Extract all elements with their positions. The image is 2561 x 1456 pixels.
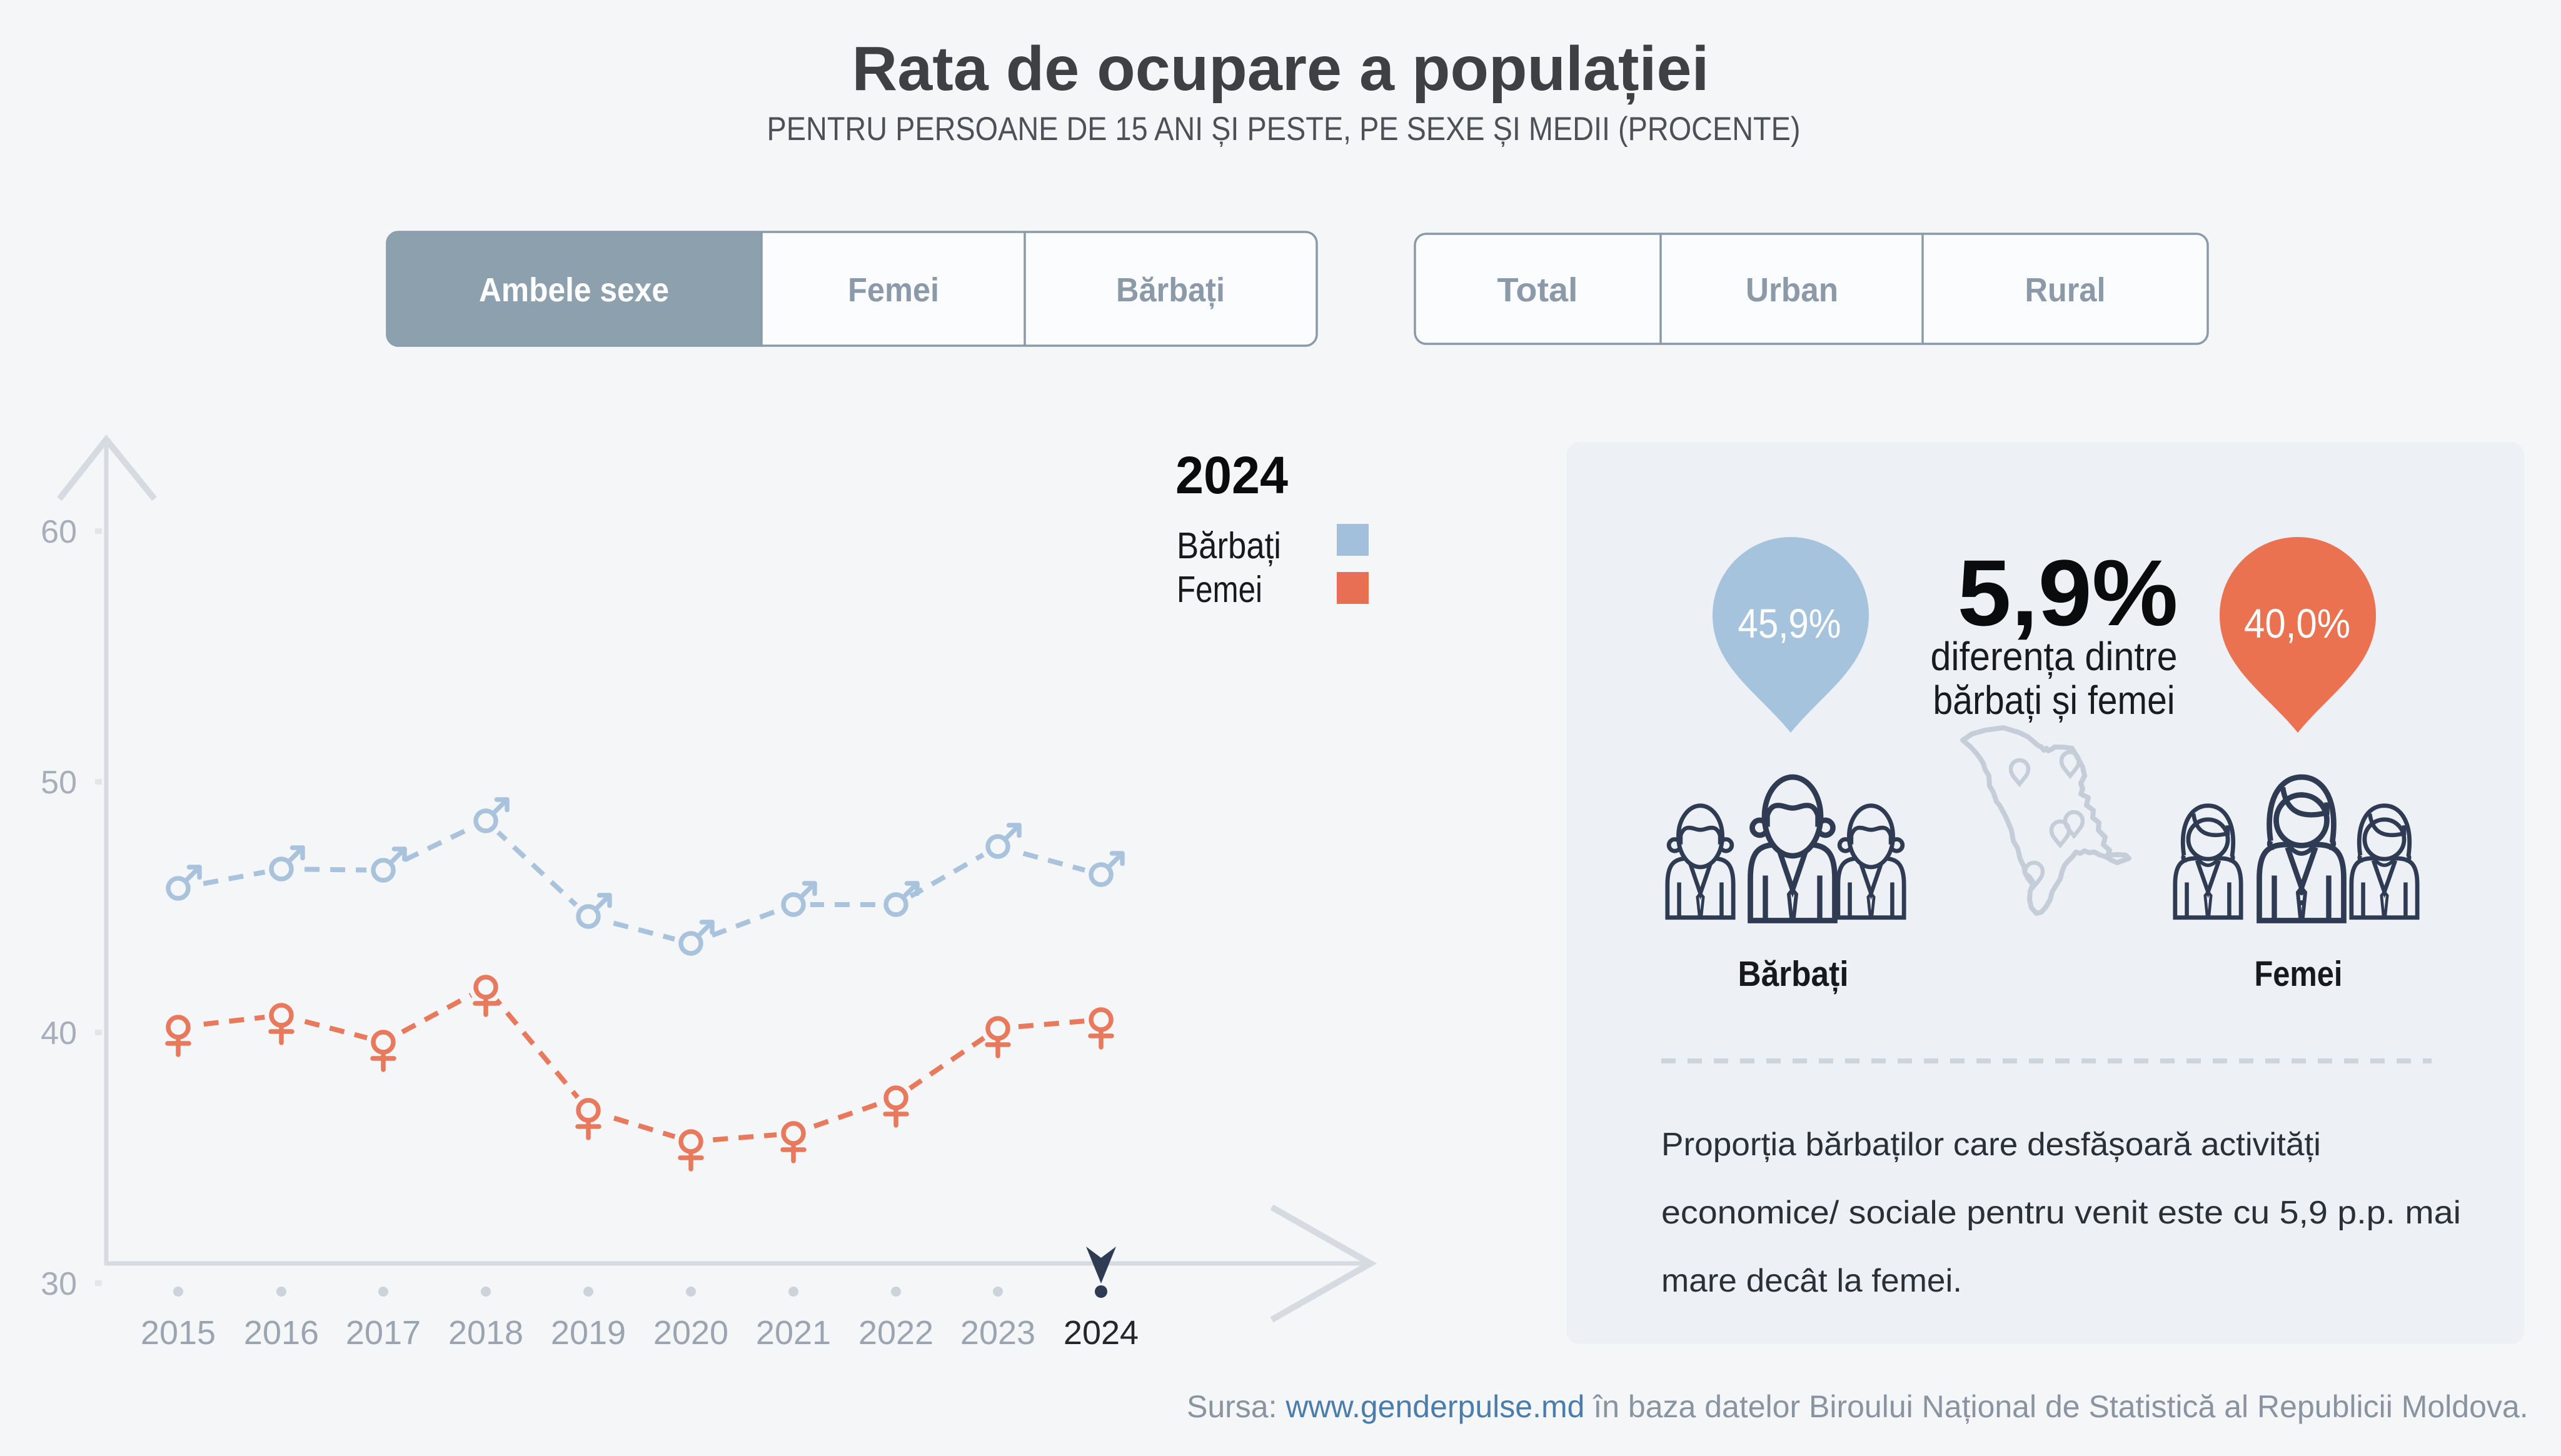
svg-text:Femei: Femei [848,271,939,309]
svg-text:2021: 2021 [756,1314,831,1352]
svg-text:bărbați și femei: bărbați și femei [1933,678,2175,723]
svg-text:PENTRU PERSOANE DE 15 ANI ȘI P: PENTRU PERSOANE DE 15 ANI ȘI PESTE, PE S… [767,111,1801,148]
svg-text:diferența dintre: diferența dintre [1931,634,2178,679]
svg-text:2024: 2024 [1064,1314,1139,1352]
svg-text:2015: 2015 [141,1314,216,1352]
svg-text:2018: 2018 [448,1314,523,1352]
svg-text:Femei: Femei [1177,569,1262,610]
svg-text:40: 40 [41,1015,77,1052]
svg-text:Sursa: www.genderpulse.md în b: Sursa: www.genderpulse.md în baza datelo… [1187,1389,2528,1424]
svg-text:Total: Total [1497,271,1578,309]
svg-text:50: 50 [41,765,77,801]
svg-text:Bărbați: Bărbați [1116,271,1225,309]
svg-text:30: 30 [41,1266,77,1302]
svg-text:40,0%: 40,0% [2244,600,2350,646]
svg-text:Bărbați: Bărbați [1177,525,1281,566]
svg-text:2020: 2020 [653,1314,728,1352]
svg-text:mare decât la femei.: mare decât la femei. [1661,1263,1962,1299]
svg-text:5,9%: 5,9% [1958,540,2178,645]
svg-text:Rural: Rural [2025,271,2106,309]
svg-text:60: 60 [41,514,77,550]
svg-text:economice/ sociale pentru veni: economice/ sociale pentru venit este cu … [1661,1195,2461,1231]
svg-text:Femei: Femei [2255,954,2343,994]
svg-text:Urban: Urban [1746,271,1838,309]
svg-text:2017: 2017 [346,1314,421,1352]
svg-text:Bărbați: Bărbați [1738,954,1849,995]
svg-text:Rata de ocupare a populației: Rata de ocupare a populației [852,34,1709,105]
svg-text:2022: 2022 [858,1314,933,1352]
svg-text:Ambele sexe: Ambele sexe [479,271,669,309]
svg-text:Proporția bărbaților care desf: Proporția bărbaților care desfășoară act… [1661,1127,2321,1163]
svg-text:45,9%: 45,9% [1738,600,1841,646]
svg-text:2024: 2024 [1175,446,1288,505]
svg-text:2016: 2016 [244,1314,319,1352]
svg-text:2019: 2019 [551,1314,626,1352]
svg-text:2023: 2023 [960,1314,1035,1352]
